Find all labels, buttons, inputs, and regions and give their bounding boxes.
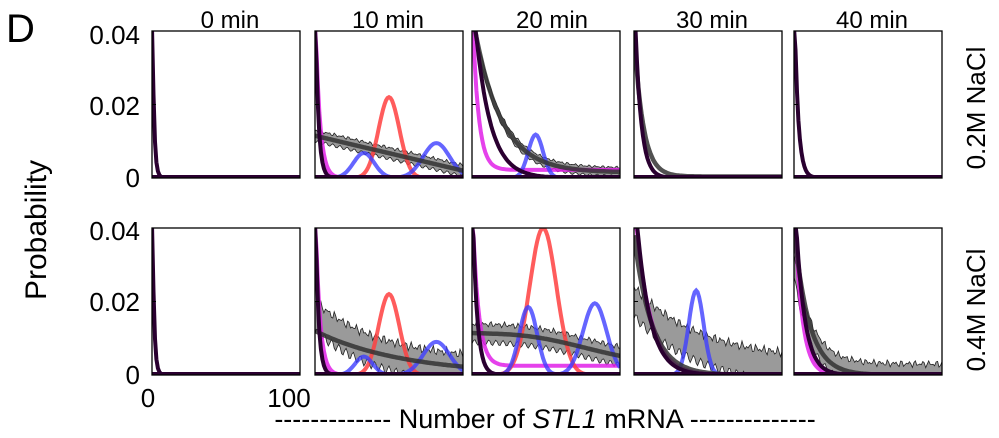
column-title-40min: 40 min	[836, 7, 908, 34]
zero-spike-curve-r0c4	[794, 31, 942, 178]
panel-plot-area-r0c0	[152, 31, 300, 178]
panel-r1c1	[314, 227, 464, 376]
black-model-curve-r1c2	[472, 330, 620, 359]
panels-layer	[151, 30, 943, 376]
panel-plot-area-r0c3	[634, 31, 782, 178]
panel-plot-area-r1c0	[152, 228, 300, 375]
column-title-30min: 30 min	[676, 7, 748, 34]
panel-plot-area-r0c2	[472, 31, 620, 178]
uncertainty-band-r1c4	[794, 253, 942, 375]
panel-plot-area-r1c2	[472, 228, 620, 375]
x-tick-0: 0	[141, 383, 155, 413]
red-curve-r0c1	[315, 94, 463, 178]
panel-r0c0	[151, 30, 301, 179]
panel-r1c3	[633, 227, 783, 376]
x-axis-label-gene: STL1	[532, 404, 597, 434]
panel-frame-r0c4	[793, 30, 943, 179]
row-label-0.4M: 0.4M NaCl	[961, 249, 991, 372]
panel-r0c1	[314, 30, 464, 179]
column-title-20min: 20 min	[516, 7, 588, 34]
y-tick-bottom-0.02: 0.02	[89, 287, 140, 317]
panel-plot-area-r0c1	[315, 31, 463, 178]
panel-plot-area-r1c1	[315, 228, 463, 375]
panel-letter: D	[6, 7, 35, 51]
black-model-curve-r0c2	[473, 31, 620, 175]
panel-frame-r0c3	[633, 30, 783, 179]
panel-r1c0	[151, 227, 301, 376]
x-axis-label: ------------- Number of STL1 mRNA ------…	[274, 404, 815, 434]
magenta-curve-r1c4	[794, 228, 942, 375]
labels-layer: D Probability ------------- Number of ST…	[6, 7, 991, 434]
zero-spike-curve-r1c4	[794, 228, 942, 375]
y-tick-bottom-0: 0	[126, 360, 140, 390]
zero-spike-curve-r1c0	[152, 228, 300, 375]
y-tick-bottom-0.04: 0.04	[89, 216, 140, 246]
y-tick-top-0.02: 0.02	[89, 91, 140, 121]
panel-r0c3	[633, 30, 783, 179]
y-axis-label: Probability	[20, 160, 53, 300]
black-model-curve-r0c1	[315, 133, 463, 173]
uncertainty-band-r0c2	[474, 31, 620, 178]
panel-frame-r0c0	[151, 30, 301, 179]
panel-plot-area-r1c3	[634, 228, 782, 375]
row-label-0.2M: 0.2M NaCl	[961, 47, 991, 170]
zero-spike-curve-r0c0	[152, 31, 300, 178]
panel-frame-r1c0	[151, 227, 301, 376]
uncertainty-band-r1c1	[315, 299, 463, 375]
y-tick-top-0.04: 0.04	[89, 20, 140, 50]
panel-r1c2	[471, 227, 621, 376]
panel-plot-area-r1c4	[794, 228, 942, 375]
blue-curve-r1c3	[634, 287, 782, 375]
y-tick-top-0: 0	[126, 163, 140, 193]
x-tick-100: 100	[267, 383, 310, 413]
zero-spike-curve-r0c3	[634, 31, 782, 178]
black-model-curve-r1c1	[315, 328, 463, 369]
panel-r0c4	[793, 30, 943, 179]
panel-r1c4	[793, 227, 943, 376]
x-axis-label-right: mRNA --------------	[597, 404, 816, 434]
black-model-curve-r0c3	[634, 31, 782, 178]
column-title-10min: 10 min	[352, 7, 424, 34]
panel-plot-area-r0c4	[794, 31, 942, 178]
x-axis-label-left: ------------- Number of	[274, 404, 532, 434]
panel-r0c2	[471, 30, 621, 179]
red-curve-r1c1	[315, 291, 463, 375]
column-title-0min: 0 min	[201, 7, 260, 34]
